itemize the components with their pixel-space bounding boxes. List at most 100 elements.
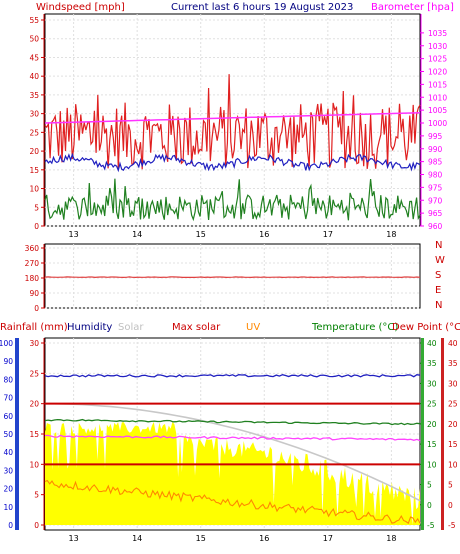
y-tick-left: 30 (29, 110, 39, 119)
y-tick-humidity: 90 (3, 357, 13, 366)
wind-baro-panel: 0510152025303540455055960965970975980985… (29, 13, 447, 239)
solar-area (45, 421, 420, 525)
rain-label: Rainfall (mm) (0, 322, 68, 333)
panel-frame (44, 243, 421, 309)
y-tick-rain: 30 (29, 339, 39, 348)
y-tick-right: 1020 (428, 68, 447, 77)
series-windgust (44, 74, 421, 170)
uv-label: UV (246, 322, 260, 333)
y-tick-right: 980 (428, 171, 443, 180)
series-windspeed (44, 152, 421, 173)
y-tick-right: 970 (428, 196, 443, 205)
y-tick-dew: 30 (448, 379, 458, 388)
compass-label: W (435, 255, 445, 266)
y-tick-humidity: 0 (8, 521, 13, 530)
y-tick-dew: 0 (448, 501, 453, 510)
y-tick-right: 975 (428, 183, 443, 192)
y-tick-dew: 40 (448, 339, 458, 348)
dewpoint-label: Dew Point (°C) (392, 322, 460, 333)
y-tick-dir: 0 (34, 304, 39, 313)
y-tick-right: 985 (428, 158, 443, 167)
y-tick-dew: 5 (448, 481, 453, 490)
y-tick-temp: 30 (427, 379, 437, 388)
y-tick-right: 965 (428, 209, 443, 218)
y-tick-dir: 270 (25, 259, 40, 268)
y-tick-dew: 20 (448, 420, 458, 429)
y-tick-rain: 25 (29, 369, 39, 378)
y-tick-right: 1005 (428, 106, 447, 115)
y-tick-dew: 15 (448, 440, 458, 449)
y-tick-humidity: 70 (3, 394, 13, 403)
y-tick-left: 10 (29, 185, 39, 194)
y-tick-left: 15 (29, 166, 39, 175)
y-tick-right: 1025 (428, 55, 447, 64)
y-tick-dew: 10 (448, 460, 458, 469)
x-tick: 14 (132, 534, 142, 543)
y-tick-dir: 90 (29, 289, 39, 298)
y-tick-right: 1015 (428, 80, 447, 89)
y-tick-humidity: 40 (3, 448, 13, 457)
y-tick-temp: -5 (427, 521, 435, 530)
y-tick-humidity: 10 (3, 503, 13, 512)
y-tick-humidity: 30 (3, 466, 13, 475)
series-winddir (44, 276, 421, 279)
y-tick-right: 1030 (428, 42, 447, 51)
max-solar-label: Max solar (172, 322, 221, 333)
panel-frame (44, 13, 421, 227)
compass-label: N (435, 300, 442, 311)
compass-label: S (435, 270, 441, 281)
y-tick-rain: 0 (34, 521, 39, 530)
x-tick: 17 (323, 230, 333, 239)
series-uv (44, 479, 421, 525)
temp-axis-bar (421, 338, 424, 530)
y-tick-left: 55 (29, 16, 39, 25)
humidity-axis-bar (15, 338, 19, 530)
y-tick-temp: 25 (427, 400, 437, 409)
y-tick-temp: 10 (427, 460, 437, 469)
y-tick-left: 5 (34, 203, 39, 212)
solar-label: Solar (118, 322, 144, 333)
y-tick-right: 1010 (428, 93, 447, 102)
y-tick-temp: 40 (427, 339, 437, 348)
y-tick-humidity: 50 (3, 430, 13, 439)
series-dewpoint (44, 434, 421, 442)
x-tick: 16 (259, 534, 269, 543)
y-tick-right: 1035 (428, 29, 447, 38)
y-tick-right: 1000 (428, 119, 447, 128)
compass-label: E (435, 285, 441, 296)
compass-label: N (435, 240, 442, 251)
y-tick-temp: 5 (427, 481, 432, 490)
y-tick-dew: 35 (448, 359, 458, 368)
x-tick: 18 (386, 230, 396, 239)
series-barometer (44, 111, 421, 124)
x-tick: 18 (386, 534, 396, 543)
humidity-label: Humidity (67, 322, 112, 333)
y-tick-left: 25 (29, 128, 39, 137)
y-tick-rain: 15 (29, 430, 39, 439)
y-tick-temp: 20 (427, 420, 437, 429)
y-tick-right: 995 (428, 132, 443, 141)
series-windlull (44, 178, 421, 222)
temperature-label: Temperature (°C) (311, 322, 398, 333)
y-tick-temp: 15 (427, 440, 437, 449)
right-axis-label: Barometer [hpa] (371, 2, 454, 13)
y-tick-temp: 35 (427, 359, 437, 368)
y-tick-humidity: 20 (3, 485, 13, 494)
y-tick-right: 990 (428, 145, 443, 154)
left-axis-label: Windspeed [mph] (36, 2, 125, 13)
x-tick: 15 (196, 534, 206, 543)
y-tick-humidity: 100 (0, 339, 13, 348)
series-maxsolar-curve (45, 402, 421, 502)
y-tick-dew: -5 (448, 521, 456, 530)
y-tick-left: 35 (29, 91, 39, 100)
y-tick-right: 960 (428, 222, 443, 231)
y-tick-dew: 25 (448, 400, 458, 409)
y-tick-dir: 360 (25, 244, 40, 253)
y-tick-rain: 20 (29, 400, 39, 409)
series-temperature (44, 418, 421, 426)
y-tick-humidity: 80 (3, 375, 13, 384)
x-tick: 16 (259, 230, 269, 239)
x-tick: 15 (196, 230, 206, 239)
